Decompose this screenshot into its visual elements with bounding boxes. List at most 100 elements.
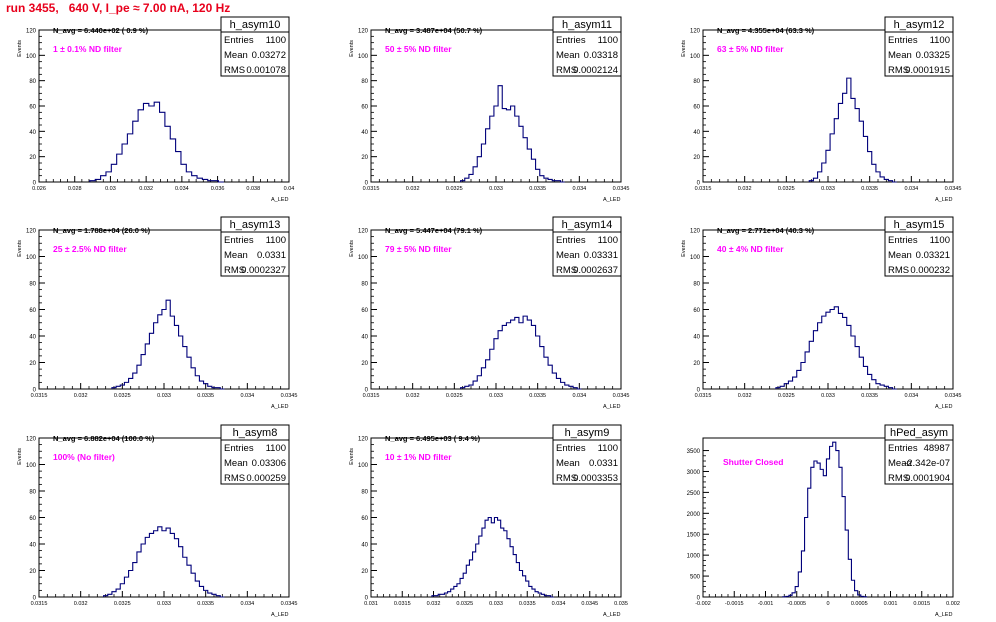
histogram-title: h_asym8 [233, 427, 278, 439]
x-tick-label: 0.002 [946, 601, 960, 607]
y-tick-label: 120 [26, 29, 37, 35]
stats-entries-label: Entries [556, 443, 586, 454]
y-tick-label: 80 [29, 79, 36, 85]
x-tick-label: 0.0315 [695, 393, 712, 399]
x-tick-label: 0.034 [904, 186, 918, 192]
y-tick-label: 1000 [687, 554, 701, 560]
y-tick-label: 40 [29, 130, 36, 136]
y-axis-title: Events [349, 40, 355, 57]
x-tick-label: 0.033 [821, 393, 835, 399]
histogram-line [775, 306, 897, 390]
x-tick-label: 0.036 [211, 186, 225, 192]
stats-mean-value: 0.03318 [584, 50, 618, 61]
x-tick-label: 0.033 [489, 186, 503, 192]
stats-mean-value: 0.03321 [916, 250, 950, 261]
x-tick-label: 0.032 [74, 393, 88, 399]
stats-rms-value: 0.0001904 [905, 473, 950, 484]
y-axis-title: Events [17, 448, 23, 465]
x-tick-label: 0.033 [489, 601, 503, 607]
y-tick-label: 80 [361, 490, 368, 496]
x-axis-title: A_LED [603, 612, 620, 618]
x-axis-title: A_LED [935, 404, 952, 410]
stats-mean-label: Mean [556, 458, 580, 469]
x-tick-label: 0.034 [175, 186, 189, 192]
y-axis-title: Events [17, 240, 23, 257]
histogram-title: h_asym9 [565, 427, 610, 439]
stats-rms-label: RMS [224, 65, 245, 76]
y-tick-label: 100 [26, 54, 37, 60]
y-tick-label: 40 [693, 335, 700, 341]
stats-entries-value: 48987 [924, 443, 950, 454]
stats-box [220, 31, 290, 77]
x-tick-label: 0.0345 [945, 393, 962, 399]
stats-box [220, 231, 290, 277]
x-tick-label: 0.0315 [31, 601, 48, 607]
x-tick-label: 0.033 [489, 393, 503, 399]
x-tick-label: 0.032 [738, 393, 752, 399]
stats-mean-label: Mean [888, 458, 912, 469]
x-tick-label: 0.0325 [778, 393, 795, 399]
x-tick-label: 0.028 [68, 186, 82, 192]
x-tick-label: 0.0345 [281, 601, 298, 607]
x-axis-title: A_LED [935, 612, 952, 618]
x-tick-label: 0.0005 [851, 601, 868, 607]
x-axis-title: A_LED [271, 404, 288, 410]
x-tick-label: 0.0345 [581, 601, 598, 607]
filter-label: 25 ± 2.5% ND filter [53, 244, 127, 254]
stats-rms-value: 0.0002124 [573, 65, 618, 76]
histogram-panel-h_asym14: 0 20 40 60 80 100 120 0.0315 0.032 0.0325 0.033 0.0… [349, 216, 629, 410]
histogram-panel-h_asym9: 0 20 40 60 80 100 120 0.031 0.0315 0.032 0.0325 0.0… [349, 424, 628, 618]
y-tick-label: 60 [693, 308, 700, 314]
navg-label: N_avg = 6.882e+04 (100.0 %) [53, 434, 155, 443]
x-tick-label: 0.033 [157, 601, 171, 607]
y-tick-label: 80 [361, 282, 368, 288]
stats-entries-label: Entries [224, 443, 254, 454]
histogram-title: h_asym10 [230, 19, 281, 31]
y-tick-label: 100 [358, 255, 369, 261]
x-tick-label: 0.0345 [945, 186, 962, 192]
y-tick-label: 0 [697, 596, 701, 602]
x-tick-label: 0.001 [884, 601, 898, 607]
y-tick-label: 0 [365, 388, 369, 394]
y-tick-label: 120 [358, 229, 369, 235]
y-tick-label: 0 [365, 181, 369, 187]
x-tick-label: 0.032 [406, 393, 420, 399]
stats-rms-label: RMS [556, 473, 577, 484]
x-tick-label: 0.0335 [861, 393, 878, 399]
y-tick-label: 0 [697, 181, 701, 187]
stats-entries-value: 1100 [598, 35, 618, 46]
stats-entries-label: Entries [888, 235, 918, 246]
y-tick-label: 120 [26, 437, 37, 443]
stats-mean-label: Mean [224, 458, 248, 469]
histogram-title: h_asym13 [230, 219, 281, 231]
y-tick-label: 100 [358, 463, 369, 469]
x-axis-title: A_LED [271, 197, 288, 203]
x-tick-label: 0.0325 [778, 186, 795, 192]
histogram-line [89, 101, 224, 183]
histogram-line [460, 85, 565, 183]
histogram-panel-h_asym15: 0 20 40 60 80 100 120 0.0315 0.032 0.0325 0.033 0.0… [681, 216, 962, 410]
stats-box [552, 231, 622, 277]
x-axis-title: A_LED [603, 404, 620, 410]
stats-rms-value: 0.0001915 [905, 65, 950, 76]
histogram-line [782, 441, 868, 598]
histogram-line [460, 315, 582, 390]
y-tick-label: 60 [361, 105, 368, 111]
y-tick-label: 40 [693, 130, 700, 136]
y-tick-label: 2000 [687, 512, 701, 518]
stats-mean-value: 0.03306 [252, 458, 286, 469]
x-tick-label: 0.032 [427, 601, 441, 607]
stats-entries-value: 1100 [598, 235, 618, 246]
y-tick-label: 80 [693, 79, 700, 85]
stats-box [884, 31, 954, 77]
x-tick-label: 0.034 [240, 393, 254, 399]
y-tick-label: 60 [693, 105, 700, 111]
stats-mean-label: Mean [224, 50, 248, 61]
x-tick-label: -0.001 [758, 601, 774, 607]
y-tick-label: 60 [29, 105, 36, 111]
stats-rms-value: 0.000232 [910, 265, 950, 276]
histogram-panel-h_asym8: 0 20 40 60 80 100 120 0.0315 0.032 0.0325 0.033 0.0… [17, 424, 298, 618]
y-tick-label: 0 [33, 596, 37, 602]
stats-entries-label: Entries [888, 443, 918, 454]
stats-entries-value: 1100 [266, 443, 286, 454]
